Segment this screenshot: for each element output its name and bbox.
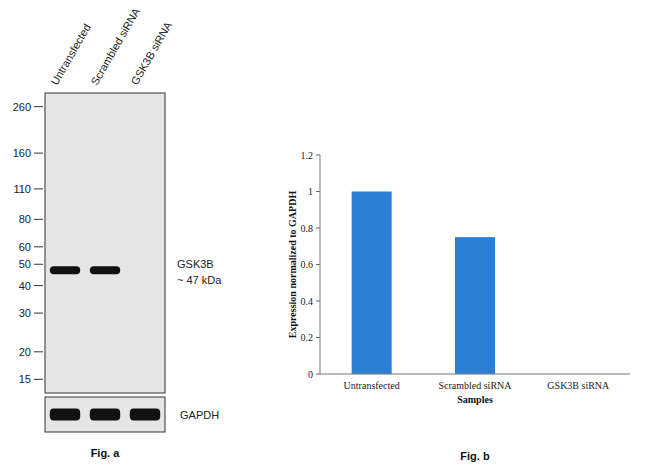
- y-axis-label: Expression normalized to GAPDH: [287, 191, 298, 339]
- lane-label: GSK3B siRNA: [128, 19, 174, 87]
- x-axis-label: Samples: [457, 394, 493, 405]
- marker-tick: [34, 285, 43, 286]
- marker-tick: [34, 106, 43, 107]
- marker-label: 110: [13, 183, 31, 195]
- x-axis: [320, 374, 630, 375]
- marker-tick: [34, 188, 43, 189]
- gapdh-strip: [45, 397, 165, 432]
- bars: [352, 192, 495, 375]
- panel-title: Fig. b: [460, 450, 490, 462]
- marker-label: 260: [13, 101, 31, 113]
- y-tick: [316, 228, 320, 229]
- marker-tick: [34, 246, 43, 247]
- figure: 260 160 110 80 60 50 40 30 20 15 Untransfected Scra…: [0, 0, 650, 475]
- y-tick: [316, 337, 320, 338]
- marker-label: 60: [19, 241, 31, 253]
- y-tick-label: 0.4: [301, 296, 314, 307]
- band: [130, 409, 160, 421]
- marker-label: 50: [19, 258, 31, 270]
- marker-label: 40: [19, 280, 31, 292]
- y-tick-label: 0.8: [301, 223, 314, 234]
- x-tick-label: Untransfected: [344, 380, 400, 391]
- marker-tick: [34, 219, 43, 220]
- y-tick: [316, 155, 320, 156]
- y-tick-label: 1.2: [301, 150, 314, 161]
- band: [50, 409, 80, 421]
- band: [90, 409, 120, 421]
- bar: [352, 192, 392, 375]
- marker-tick: [34, 264, 43, 265]
- y-tick-label: 1: [308, 186, 313, 197]
- band-name: GAPDH: [180, 409, 219, 421]
- marker-label: 160: [13, 147, 31, 159]
- marker-label: 20: [19, 346, 31, 358]
- marker-tick: [34, 351, 43, 352]
- x-tick-label: Scrambled siRNA: [438, 380, 512, 391]
- y-tick: [316, 191, 320, 192]
- y-tick-label: 0.2: [301, 332, 314, 343]
- marker-tick: [34, 153, 43, 154]
- band-label: ~ 47 kDa: [177, 274, 222, 286]
- y-tick-label: 0: [308, 369, 313, 380]
- lane-label: Untransfected: [48, 22, 93, 87]
- gel: [45, 93, 165, 393]
- y-axis: [320, 155, 321, 374]
- y-tick: [316, 264, 320, 265]
- bar: [455, 237, 495, 374]
- marker-tick: [34, 379, 43, 380]
- marker-label: 30: [19, 307, 31, 319]
- marker-label: 80: [19, 213, 31, 225]
- panel-title: Fig. a: [91, 447, 121, 459]
- marker-tick: [34, 313, 43, 314]
- band: [90, 266, 120, 274]
- y-tick-label: 0.6: [301, 259, 314, 270]
- band-name: GSK3B: [177, 258, 214, 270]
- y-tick: [316, 301, 320, 302]
- y-tick: [316, 374, 320, 375]
- marker-label: 15: [19, 373, 31, 385]
- x-tick-label: GSK3B siRNA: [547, 380, 610, 391]
- band: [50, 266, 80, 274]
